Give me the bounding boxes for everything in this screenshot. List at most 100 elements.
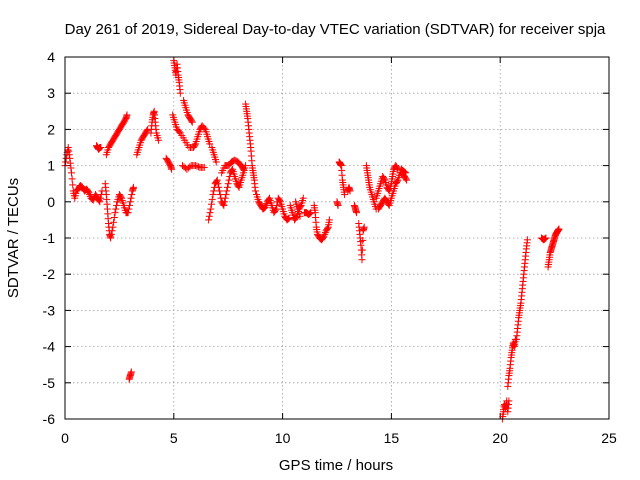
data-point <box>221 198 229 206</box>
chart-title: Day 261 of 2019, Sidereal Day-to-day VTE… <box>65 21 606 38</box>
data-point <box>66 154 74 162</box>
x-tick-label: 5 <box>170 430 178 446</box>
data-point <box>67 164 75 172</box>
x-axis-title: GPS time / hours <box>279 457 393 474</box>
data-point <box>555 225 563 233</box>
data-point <box>353 209 361 217</box>
data-point <box>276 197 284 205</box>
data-point <box>112 205 120 213</box>
data-point <box>263 200 271 208</box>
x-tick-label: 10 <box>275 430 291 446</box>
data-point <box>380 175 388 183</box>
x-tick-label: 15 <box>384 430 400 446</box>
data-point <box>206 209 214 217</box>
data-point <box>194 163 202 171</box>
data-point <box>306 209 314 217</box>
data-point <box>272 205 280 213</box>
data-point <box>175 128 183 136</box>
x-tick-label: 20 <box>492 430 508 446</box>
data-point <box>299 194 307 202</box>
data-point <box>360 223 368 231</box>
data-point <box>239 165 247 173</box>
data-point <box>65 151 73 159</box>
data-point <box>109 223 117 231</box>
y-tick-label: -2 <box>43 266 56 282</box>
data-point <box>208 200 216 208</box>
data-point <box>224 180 232 188</box>
data-point <box>206 140 214 148</box>
data-point <box>334 201 342 209</box>
data-point <box>403 176 411 184</box>
data-point <box>251 187 259 195</box>
y-tick-label: -5 <box>43 375 56 391</box>
data-point <box>97 194 105 202</box>
data-point <box>358 256 366 264</box>
data-point <box>305 210 313 218</box>
y-tick-label: 4 <box>47 49 55 65</box>
data-point <box>193 162 201 170</box>
data-point <box>68 169 76 177</box>
data-point <box>324 224 332 232</box>
data-point <box>168 165 176 173</box>
data-point <box>186 163 194 171</box>
data-point <box>209 191 217 199</box>
data-point <box>191 141 199 149</box>
data-point <box>85 189 93 197</box>
y-tick-label: 3 <box>47 85 55 101</box>
data-point <box>96 198 104 206</box>
x-tick-labels: 0 5 10 15 20 25 <box>61 430 617 446</box>
data-point <box>124 209 132 217</box>
data-point <box>188 118 196 126</box>
data-point <box>176 89 184 97</box>
data-point <box>271 206 279 214</box>
plot-frame <box>64 56 610 420</box>
data-point <box>292 213 300 221</box>
data-point <box>402 169 410 177</box>
data-point <box>523 236 531 244</box>
data-point <box>68 175 76 183</box>
data-point <box>215 187 223 195</box>
data-point <box>126 198 134 206</box>
grid-lines <box>65 57 609 419</box>
data-point <box>542 234 550 242</box>
data-point <box>393 177 401 185</box>
data-point <box>143 127 151 135</box>
data-point <box>110 218 118 226</box>
y-tick-label: -1 <box>43 230 56 246</box>
data-point <box>225 176 233 184</box>
data-point <box>346 187 354 195</box>
data-point <box>214 180 222 188</box>
data-point <box>125 205 133 213</box>
data-point <box>66 159 74 167</box>
y-tick-label: 2 <box>47 121 55 137</box>
data-point <box>384 200 392 208</box>
data-point <box>505 397 513 405</box>
data-point <box>205 216 213 224</box>
y-tick-label: -4 <box>43 339 56 355</box>
data-point <box>111 209 119 217</box>
data-point <box>359 236 367 244</box>
data-point <box>65 147 73 155</box>
data-point <box>155 136 163 144</box>
data-point <box>321 230 329 238</box>
data-point <box>123 111 131 119</box>
data-point <box>321 229 329 237</box>
data-point <box>205 212 213 220</box>
data-point <box>128 191 136 199</box>
data-point <box>200 163 208 171</box>
data-point <box>320 232 328 240</box>
data-point <box>401 168 409 176</box>
data-point <box>127 194 135 202</box>
data-point <box>284 215 292 223</box>
data-point <box>117 193 125 201</box>
data-point <box>69 181 77 189</box>
data-point <box>325 216 333 224</box>
data-point <box>221 194 229 202</box>
data-point <box>110 213 118 221</box>
data-point <box>541 235 549 243</box>
data-point <box>296 212 304 220</box>
data-point <box>200 124 208 132</box>
x-tick-label: 25 <box>601 430 617 446</box>
data-point <box>393 164 401 172</box>
data-point <box>212 158 220 166</box>
